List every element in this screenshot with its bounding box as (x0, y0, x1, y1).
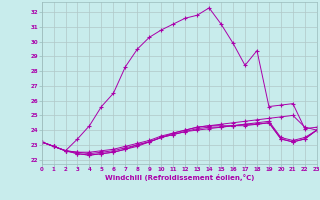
X-axis label: Windchill (Refroidissement éolien,°C): Windchill (Refroidissement éolien,°C) (105, 174, 254, 181)
